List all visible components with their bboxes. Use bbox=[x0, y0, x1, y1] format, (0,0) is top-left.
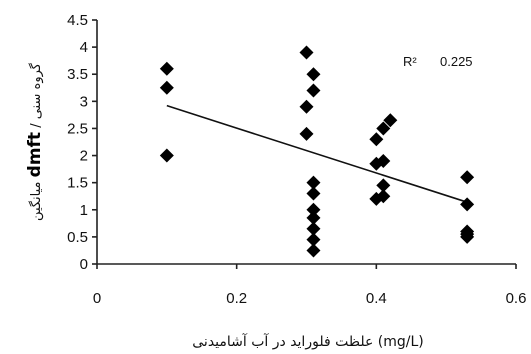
data-point bbox=[369, 156, 384, 171]
data-point bbox=[369, 132, 384, 147]
y-axis-ticks: 0 0.5 1 1.5 2 2.5 3 3.5 4 4.5 bbox=[67, 12, 97, 273]
data-point bbox=[159, 148, 174, 163]
data-point bbox=[306, 67, 321, 82]
data-point bbox=[306, 175, 321, 190]
data-point bbox=[306, 210, 321, 225]
y-tick-label: 2.5 bbox=[67, 120, 88, 137]
data-point bbox=[299, 99, 314, 114]
data-point bbox=[369, 191, 384, 206]
y-tick-label: 3 bbox=[80, 93, 88, 110]
data-point bbox=[306, 83, 321, 98]
x-axis-ticks: 0 0.2 0.4 0.6 bbox=[93, 264, 527, 307]
x-tick-label: 0.4 bbox=[366, 290, 387, 307]
y-axis-label-part3: / گروه سنی bbox=[28, 62, 44, 132]
y-tick-label: 4 bbox=[80, 39, 88, 56]
trendline bbox=[166, 104, 468, 203]
data-point bbox=[376, 121, 391, 136]
data-point bbox=[460, 197, 475, 212]
y-axis-label: میانگین dmft / گروه سنی bbox=[25, 62, 45, 221]
y-tick-label: 0.5 bbox=[67, 229, 88, 246]
data-point bbox=[460, 229, 475, 244]
y-tick-label: 3.5 bbox=[67, 66, 88, 83]
data-point bbox=[299, 126, 314, 141]
data-point bbox=[306, 232, 321, 247]
y-tick-label: 2 bbox=[80, 148, 88, 165]
data-point bbox=[159, 61, 174, 76]
data-points bbox=[159, 45, 475, 258]
data-point bbox=[299, 45, 314, 60]
data-point bbox=[159, 80, 174, 95]
y-axis-label-part1: میانگین bbox=[28, 177, 44, 221]
data-point bbox=[376, 178, 391, 193]
x-tick-label: 0.2 bbox=[226, 290, 247, 307]
data-point bbox=[383, 113, 398, 128]
x-axis-label: علظت فلوراید در آب آشامیدنی (mg/L) bbox=[192, 333, 424, 350]
y-tick-label: 4.5 bbox=[67, 12, 88, 29]
y-tick-label: 1.5 bbox=[67, 175, 88, 192]
data-point bbox=[306, 202, 321, 217]
data-point bbox=[460, 170, 475, 185]
y-axis-label-dmft: dmft bbox=[25, 132, 45, 177]
y-tick-label: 1 bbox=[80, 202, 88, 219]
x-tick-label: 0 bbox=[93, 290, 101, 307]
y-tick-label: 0 bbox=[80, 256, 88, 273]
data-point bbox=[306, 221, 321, 236]
r-squared-label: R² bbox=[403, 54, 417, 69]
data-point bbox=[306, 243, 321, 258]
r-squared-value: 0.225 bbox=[440, 54, 473, 69]
data-point bbox=[306, 186, 321, 201]
x-tick-label: 0.6 bbox=[506, 290, 527, 307]
